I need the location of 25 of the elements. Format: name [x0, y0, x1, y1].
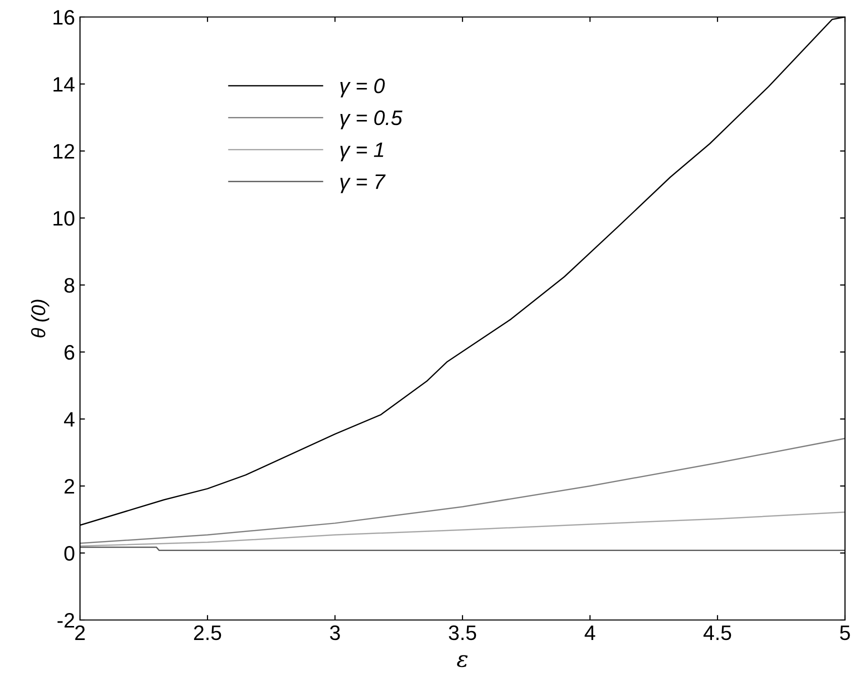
legend-label: γ = 0: [340, 78, 385, 98]
y-tick-label: 12: [54, 144, 74, 159]
y-axis-title: θ (0): [31, 300, 50, 338]
y-tick-label: 14: [54, 77, 75, 92]
x-tick-label: 4.5: [704, 626, 732, 640]
y-tick-label: 16: [54, 10, 74, 25]
y-tick-label: -2: [58, 613, 74, 628]
legend-label: γ = 1: [340, 142, 384, 162]
legend-label: γ = 7: [340, 174, 386, 194]
y-tick-label: 0: [64, 546, 74, 561]
x-tick-label: 2.5: [194, 625, 222, 640]
y-tick-label: 8: [64, 278, 74, 293]
y-tick-label: 4: [64, 412, 75, 427]
x-tick-label: 5: [840, 626, 850, 640]
line-series: [80, 438, 845, 544]
x-axis-title: ε: [457, 655, 468, 668]
legend-label: γ = 0.5: [340, 110, 402, 130]
y-tick-label: 2: [64, 479, 74, 494]
y-tick-label: 10: [54, 211, 74, 226]
y-tick-label: 6: [64, 345, 74, 360]
line-series: [80, 512, 845, 547]
x-tick-label: 4: [584, 626, 596, 640]
x-tick-label: 3: [330, 625, 340, 640]
x-tick-label: 3.5: [448, 625, 476, 640]
x-tick-label: 2: [75, 625, 85, 640]
